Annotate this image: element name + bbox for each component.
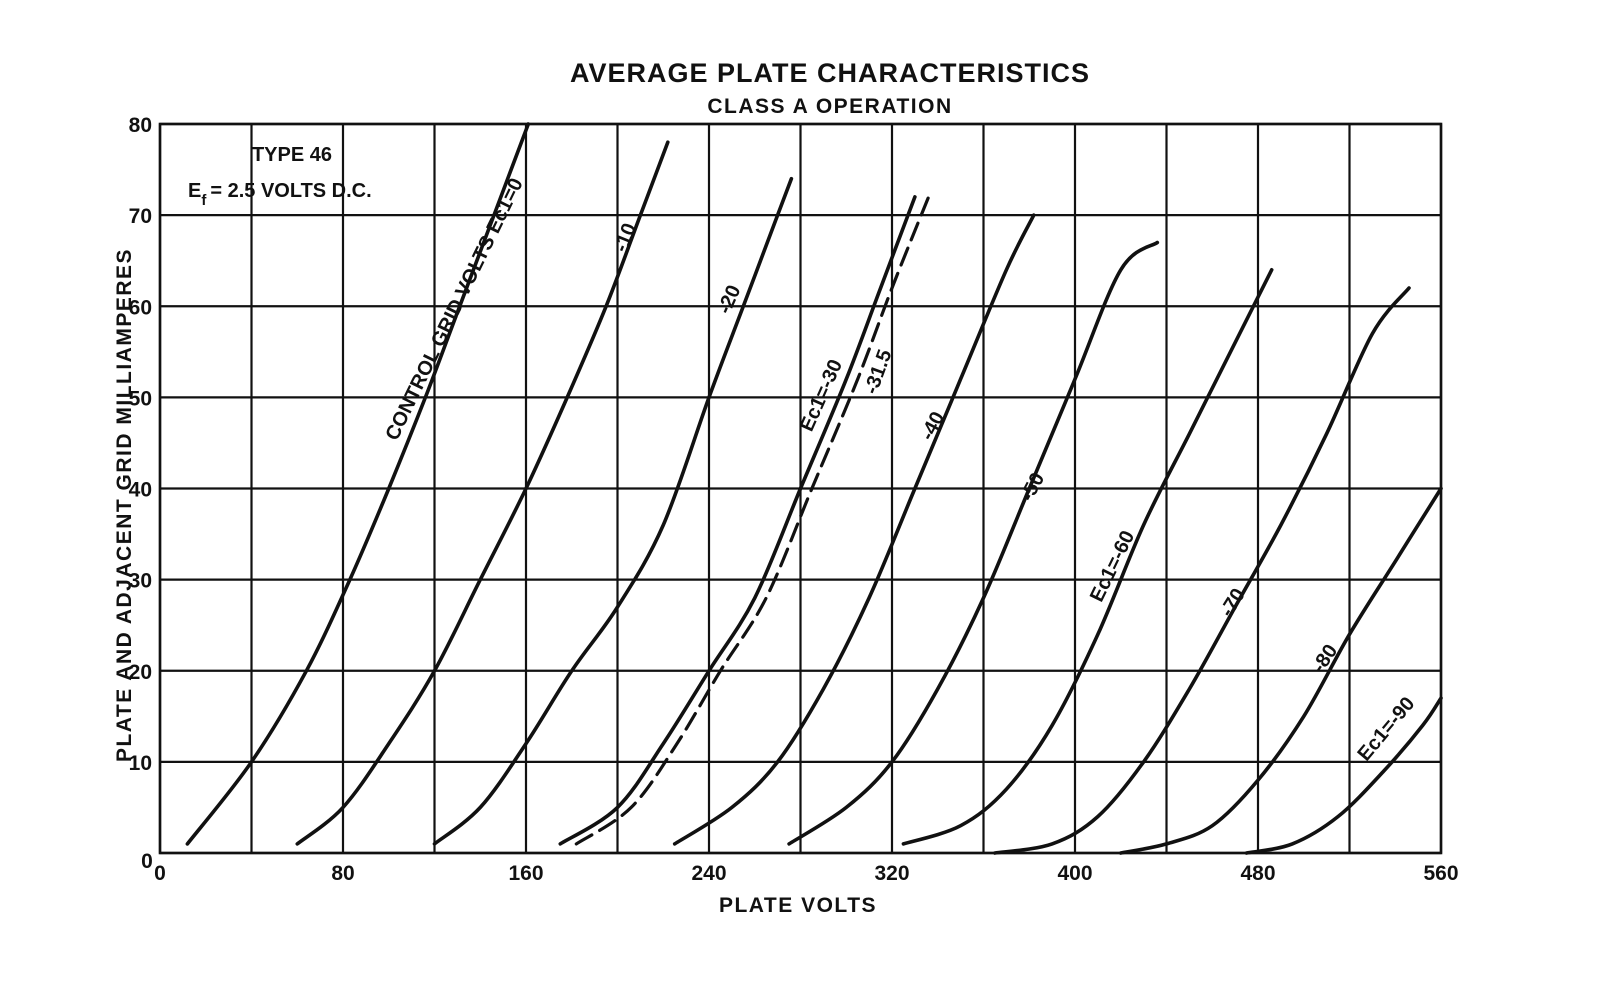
chart-subtitle: CLASS A OPERATION (707, 95, 952, 118)
curve-ec1-20 (432, 176, 794, 846)
x-tick-label: 160 (508, 862, 543, 885)
x-tick-label: 0 (154, 862, 166, 885)
curve-ec1-90 (1244, 696, 1443, 855)
curve-label: Ec1=-60 (1086, 527, 1139, 605)
curve-ec1-30 (558, 195, 917, 846)
curve-ec1-60 (901, 268, 1274, 846)
tube-type-label: TYPE 46 (252, 144, 332, 166)
x-tick-label: 560 (1423, 862, 1458, 885)
y-tick-label: 50 (129, 387, 152, 410)
y-tick-label: 10 (129, 752, 152, 775)
y-tick-label: 20 (129, 661, 152, 684)
y-tick-label: 80 (129, 114, 152, 137)
curve-label: -50 (1016, 469, 1049, 505)
x-tick-label: 480 (1240, 862, 1275, 885)
y-axis-label: PLATE AND ADJACENT GRID MILLIAMPERES (113, 248, 136, 762)
y-tick-label: 70 (129, 205, 152, 228)
info-box: TYPE 46 Ef = 2.5 VOLTS D.C. (188, 144, 372, 209)
x-tick-label: 80 (331, 862, 354, 885)
x-axis-label: PLATE VOLTS (719, 894, 877, 917)
curve-ec1-40 (672, 213, 1036, 846)
curve-ec1-80 (1119, 486, 1443, 855)
curve-ec1-31.5 (574, 195, 931, 846)
x-tick-label: 320 (874, 862, 909, 885)
curve-ec1-10 (295, 140, 670, 846)
x-tick-label: 400 (1057, 862, 1092, 885)
characteristic-curves (185, 122, 1443, 855)
chart-title: AVERAGE PLATE CHARACTERISTICS (570, 58, 1090, 88)
curve-ec1-0 (185, 122, 531, 846)
curve-label: Ec1=-90 (1353, 693, 1419, 765)
curve-ec1-50 (787, 240, 1160, 846)
y-tick-label: 0 (141, 850, 153, 873)
curve-ec1-70 (993, 286, 1411, 855)
x-tick-label: 240 (691, 862, 726, 885)
y-tick-label: 30 (129, 570, 152, 593)
filament-voltage-label: Ef = 2.5 VOLTS D.C. (188, 180, 372, 209)
y-tick-label: 40 (129, 479, 152, 502)
y-tick-label: 60 (129, 296, 152, 319)
tick-labels: 0 80 160 240 320 400 480 560 0 10 20 30 40 50 60 70 80 (129, 114, 1459, 885)
